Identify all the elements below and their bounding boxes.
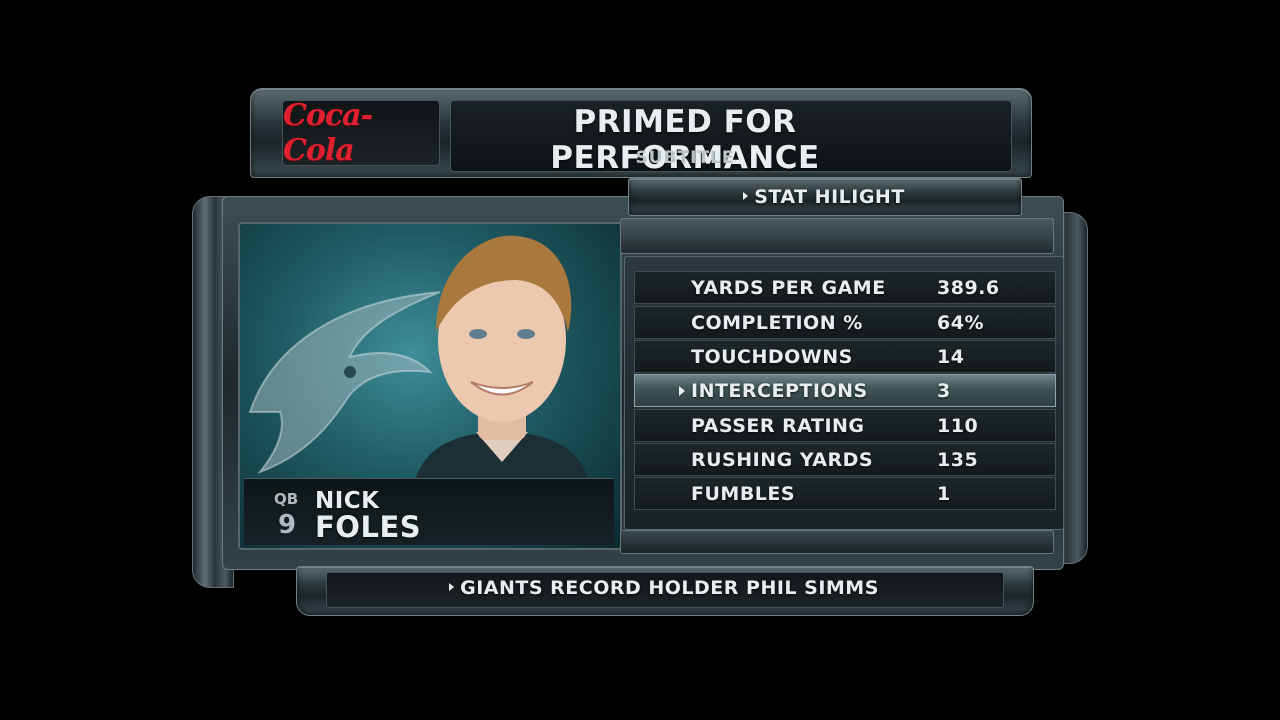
- stat-value: 1: [937, 483, 951, 505]
- player-last-name: FOLES: [315, 510, 421, 544]
- stat-value: 110: [937, 415, 978, 437]
- player-name-box: [244, 478, 614, 545]
- stat-value: 64%: [937, 312, 984, 334]
- stats-top-rail: [620, 218, 1054, 254]
- stats-bottom-rail: [620, 530, 1054, 554]
- stat-value: 135: [937, 449, 978, 471]
- player-position: QB: [274, 490, 298, 508]
- stat-hilight-label: STAT HILIGHT: [628, 186, 1020, 208]
- stat-value: 14: [937, 346, 964, 368]
- stat-row: YARDS PER GAME 389.6: [634, 271, 1056, 304]
- sponsor-logo-box: Coca-Cola: [282, 100, 440, 166]
- play-arrow-icon: [679, 386, 685, 396]
- sponsor-logo: Coca-Cola: [283, 98, 439, 168]
- page-subtitle: SUBTITLE: [450, 148, 920, 168]
- player-number: 9: [278, 510, 296, 540]
- footer-caption-text: GIANTS RECORD HOLDER PHIL SIMMS: [460, 577, 879, 599]
- player-photo: [396, 222, 608, 478]
- stat-value: 389.6: [937, 277, 1000, 299]
- stat-label: INTERCEPTIONS: [691, 380, 868, 402]
- stat-row-active: INTERCEPTIONS 3: [634, 374, 1056, 407]
- stat-label: RUSHING YARDS: [691, 449, 873, 471]
- stat-row: TOUCHDOWNS 14: [634, 340, 1056, 373]
- stat-label: COMPLETION %: [691, 312, 863, 334]
- stat-row: PASSER RATING 110: [634, 409, 1056, 442]
- stat-label: FUMBLES: [691, 483, 795, 505]
- stat-row: COMPLETION % 64%: [634, 306, 1056, 339]
- footer-caption: GIANTS RECORD HOLDER PHIL SIMMS: [326, 577, 1002, 599]
- stat-label: YARDS PER GAME: [691, 277, 886, 299]
- play-arrow-icon: [743, 192, 748, 200]
- stat-hilight-text: STAT HILIGHT: [754, 186, 905, 208]
- play-arrow-icon: [449, 583, 454, 591]
- stat-row: FUMBLES 1: [634, 477, 1056, 510]
- stat-row: RUSHING YARDS 135: [634, 443, 1056, 476]
- stat-label: PASSER RATING: [691, 415, 865, 437]
- stat-label: TOUCHDOWNS: [691, 346, 853, 368]
- stat-value: 3: [937, 380, 951, 402]
